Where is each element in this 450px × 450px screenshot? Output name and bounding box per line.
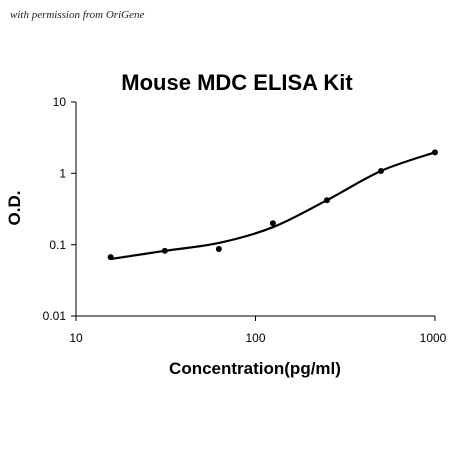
data-point <box>269 220 276 227</box>
fit-curve <box>110 151 436 261</box>
y-tick-label-1: 1 <box>59 167 66 181</box>
x-tick-label-10: 10 <box>69 331 83 345</box>
y-tick-label-10: 10 <box>53 95 67 109</box>
x-axis-title: Concentration(pg/ml) <box>169 359 341 378</box>
y-tick-label-0.01: 0.01 <box>43 309 67 323</box>
data-point <box>377 167 384 174</box>
chart-title: Mouse MDC ELISA Kit <box>121 70 353 95</box>
x-tick-label-1000: 1000 <box>420 331 447 345</box>
x-tick-label-100: 100 <box>245 331 265 345</box>
y-axis: 10 1 0.1 0.01 <box>43 95 77 323</box>
permission-note: with permission from OriGene <box>10 9 145 21</box>
data-point <box>161 247 168 254</box>
y-tick-label-0.1: 0.1 <box>49 238 66 252</box>
data-point <box>107 254 114 261</box>
y-axis-title: O.D. <box>5 191 24 226</box>
x-axis: 10 100 1000 <box>69 315 447 345</box>
data-point <box>323 197 330 204</box>
data-points <box>107 149 438 261</box>
data-point <box>215 245 222 252</box>
data-point <box>432 149 438 156</box>
